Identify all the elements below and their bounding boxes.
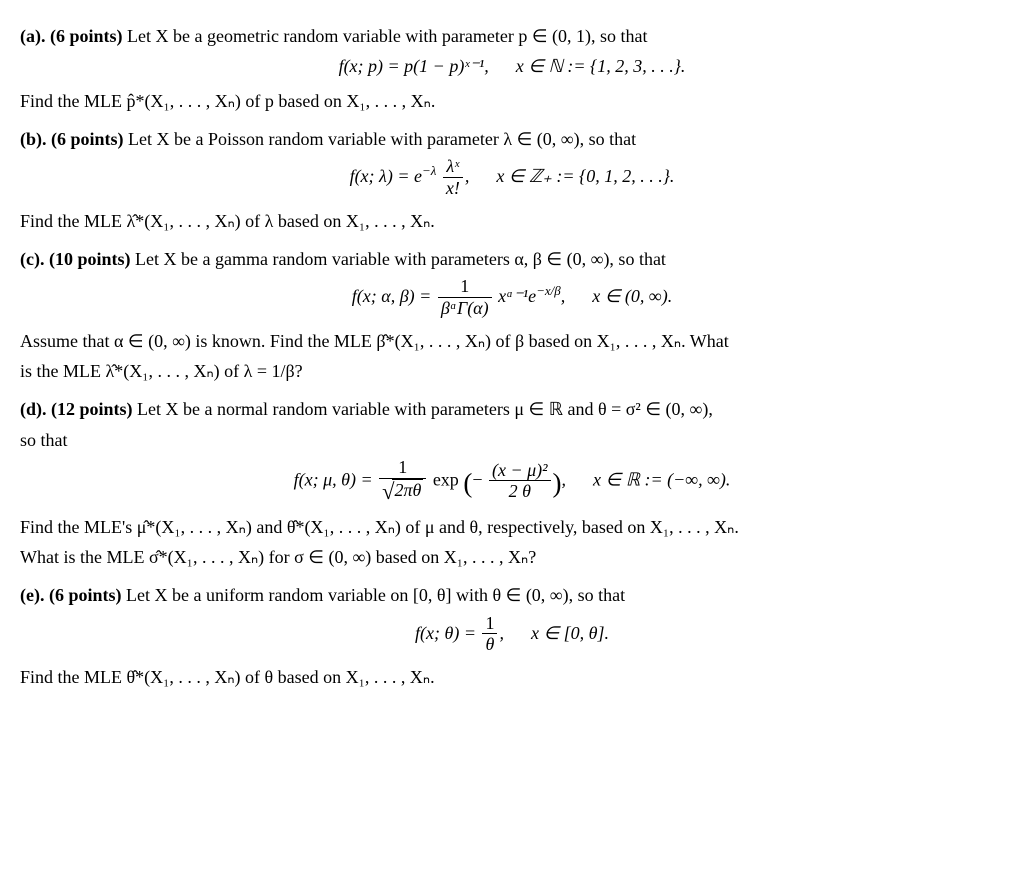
part-e-head: (e). (6 points) xyxy=(20,585,126,605)
part-b-task: Find the MLE λ̂*(X₁, . . . , Xₙ) of λ ba… xyxy=(20,209,1004,233)
part-e-intro: (e). (6 points) Let X be a uniform rando… xyxy=(20,583,1004,607)
part-b-head: (b). (6 points) xyxy=(20,129,128,149)
part-b-intro: (b). (6 points) Let X be a Poisson rando… xyxy=(20,127,1004,151)
part-a-intro: (a). (6 points) Let X be a geometric ran… xyxy=(20,24,1004,48)
part-e-task: Find the MLE θ̂*(X₁, . . . , Xₙ) of θ ba… xyxy=(20,665,1004,689)
part-a-equation: f(x; p) = p(1 − p)ˣ⁻¹, x ∈ ℕ := {1, 2, 3… xyxy=(20,54,1004,78)
part-c-head: (c). (10 points) xyxy=(20,249,135,269)
part-a-head: (a). (6 points) xyxy=(20,26,127,46)
part-c-equation: f(x; α, β) = 1 βᵅΓ(α) xᵅ⁻¹e−x/β, x ∈ (0,… xyxy=(20,277,1004,318)
part-b-equation: f(x; λ) = e−λ λˣ x! , x ∈ ℤ₊ := {0, 1, 2… xyxy=(20,157,1004,198)
part-d-intro: (d). (12 points) Let X be a normal rando… xyxy=(20,397,1004,421)
part-d-equation: f(x; μ, θ) = 1 2πθ exp (− (x − μ)² 2 θ )… xyxy=(20,458,1004,505)
part-a-task: Find the MLE p̂*(X₁, . . . , Xₙ) of p ba… xyxy=(20,89,1004,113)
part-c-intro: (c). (10 points) Let X be a gamma random… xyxy=(20,247,1004,271)
part-c-task2: is the MLE λ̂*(X₁, . . . , Xₙ) of λ = 1/… xyxy=(20,359,1004,383)
part-d-intro2: so that xyxy=(20,428,1004,452)
part-a-text: Let X be a geometric random variable wit… xyxy=(127,26,648,46)
part-e-equation: f(x; θ) = 1 θ , x ∈ [0, θ]. xyxy=(20,614,1004,655)
part-d-head: (d). (12 points) xyxy=(20,399,137,419)
part-d-task1: Find the MLE's μ̂*(X₁, . . . , Xₙ) and θ… xyxy=(20,515,1004,539)
part-d-task2: What is the MLE σ̂*(X₁, . . . , Xₙ) for … xyxy=(20,545,1004,569)
part-c-task1: Assume that α ∈ (0, ∞) is known. Find th… xyxy=(20,329,1004,353)
